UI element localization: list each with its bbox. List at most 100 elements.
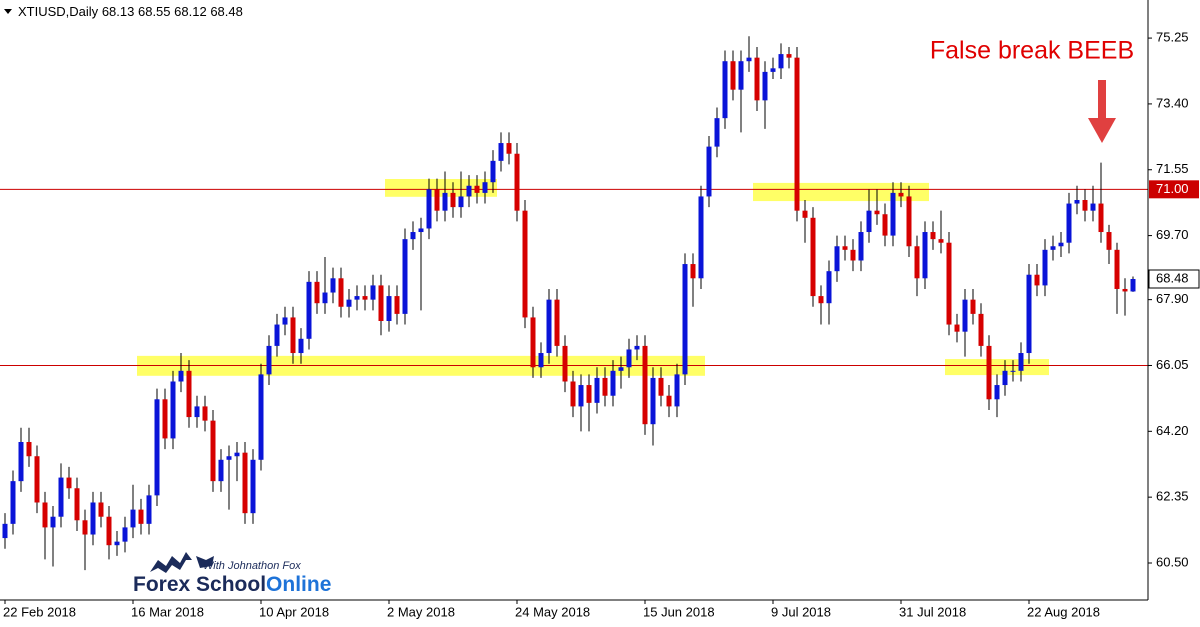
candle-body xyxy=(346,299,352,307)
candle-body xyxy=(1066,203,1072,243)
candle-body xyxy=(626,349,632,368)
candle-body xyxy=(578,385,584,407)
candle-body xyxy=(386,296,392,321)
candle-body xyxy=(970,299,976,314)
candle-body xyxy=(1034,274,1040,286)
candle-body xyxy=(274,324,280,346)
candle-body xyxy=(778,54,784,69)
candle-body xyxy=(538,353,544,368)
candle-body xyxy=(426,189,432,229)
candle-body xyxy=(162,399,168,439)
candle-body xyxy=(1058,242,1064,247)
candle-body xyxy=(370,285,376,300)
candle-body xyxy=(642,345,648,425)
current-price-box xyxy=(1148,269,1200,289)
candle-body xyxy=(1042,249,1048,286)
y-tick-label: 75.25 xyxy=(1156,30,1189,45)
candle-body xyxy=(434,189,440,211)
x-tick-label: 22 Feb 2018 xyxy=(3,604,76,619)
candle-body xyxy=(306,281,312,339)
candle-body xyxy=(738,61,744,90)
candle-body xyxy=(394,296,400,314)
candle-body xyxy=(1122,288,1128,292)
watermark: With Johnathon Fox Forex SchoolOnline xyxy=(133,552,331,596)
price-line-label-box xyxy=(1149,180,1199,199)
candle-body xyxy=(962,299,968,332)
candle-body xyxy=(114,541,120,546)
candle-body xyxy=(298,338,304,354)
candle-body xyxy=(26,441,32,457)
candle-body xyxy=(314,281,320,304)
candle-body xyxy=(130,509,136,528)
candle-body xyxy=(898,192,904,197)
candle-body xyxy=(618,367,624,371)
candle-body xyxy=(1082,200,1088,211)
x-tick-label: 16 Mar 2018 xyxy=(131,604,204,619)
menu-triangle[interactable] xyxy=(4,9,12,14)
candle-body xyxy=(874,210,880,215)
x-tick-label: 15 Jun 2018 xyxy=(643,604,715,619)
candle-body xyxy=(1114,249,1120,289)
candle-body xyxy=(730,61,736,90)
candle-body xyxy=(1026,274,1032,354)
candle-body xyxy=(58,477,64,517)
y-tick-label: 62.35 xyxy=(1156,489,1189,504)
candle-body xyxy=(418,228,424,233)
candle-body xyxy=(42,502,48,528)
candle-body xyxy=(226,456,232,460)
candle-body xyxy=(482,182,488,193)
candle-body xyxy=(586,385,592,403)
x-tick-label: 24 May 2018 xyxy=(515,604,590,619)
candle-body xyxy=(82,520,88,535)
header-open: 68.13 xyxy=(102,4,135,19)
candle-body xyxy=(594,377,600,403)
candle-body xyxy=(1098,203,1104,233)
y-tick-label: 69.70 xyxy=(1156,227,1189,242)
candle-body xyxy=(554,299,560,346)
candle-body xyxy=(946,242,952,325)
candle-body xyxy=(698,196,704,279)
sr-zone xyxy=(385,179,497,197)
candle-body xyxy=(994,385,1000,400)
candle-body xyxy=(354,296,360,300)
candle-body xyxy=(914,246,920,279)
brand-main: Forex School xyxy=(133,573,266,596)
candle-body xyxy=(602,377,608,396)
candle-body xyxy=(10,481,16,524)
candle-body xyxy=(762,71,768,101)
brand-accent: Online xyxy=(266,573,331,596)
x-tick-label: 10 Apr 2018 xyxy=(259,604,329,619)
candle-body xyxy=(138,509,144,524)
candle-body xyxy=(378,285,384,321)
sr-zone xyxy=(753,182,929,202)
header-low: 68.12 xyxy=(174,4,207,19)
candle-body xyxy=(154,399,160,496)
candle-body xyxy=(474,185,480,193)
logo-bear xyxy=(196,556,214,568)
candle-body xyxy=(786,54,792,58)
candle-body xyxy=(522,210,528,318)
header-close: 68.48 xyxy=(210,4,243,19)
candle-body xyxy=(74,488,80,521)
logo-icon xyxy=(150,552,192,573)
watermark-brand: Forex SchoolOnline xyxy=(133,573,331,596)
price-lines xyxy=(0,188,1148,366)
current-price-label: 68.48 xyxy=(1156,270,1189,285)
candle-body xyxy=(410,232,416,240)
candle-body xyxy=(530,317,536,368)
candle-body xyxy=(714,118,720,147)
candle-body xyxy=(186,370,192,418)
candle-body xyxy=(258,374,264,460)
candle-body xyxy=(50,516,56,528)
candle-body xyxy=(338,278,344,307)
candle-body xyxy=(66,477,72,489)
candle-body xyxy=(610,370,616,396)
chart-header: XTIUSD,Daily 68.13 68.55 68.12 68.48 xyxy=(18,4,243,19)
candle-body xyxy=(18,441,24,482)
candle-body xyxy=(330,278,336,293)
candle-body xyxy=(466,185,472,197)
candle-body xyxy=(746,57,752,62)
candle-body xyxy=(1050,246,1056,250)
